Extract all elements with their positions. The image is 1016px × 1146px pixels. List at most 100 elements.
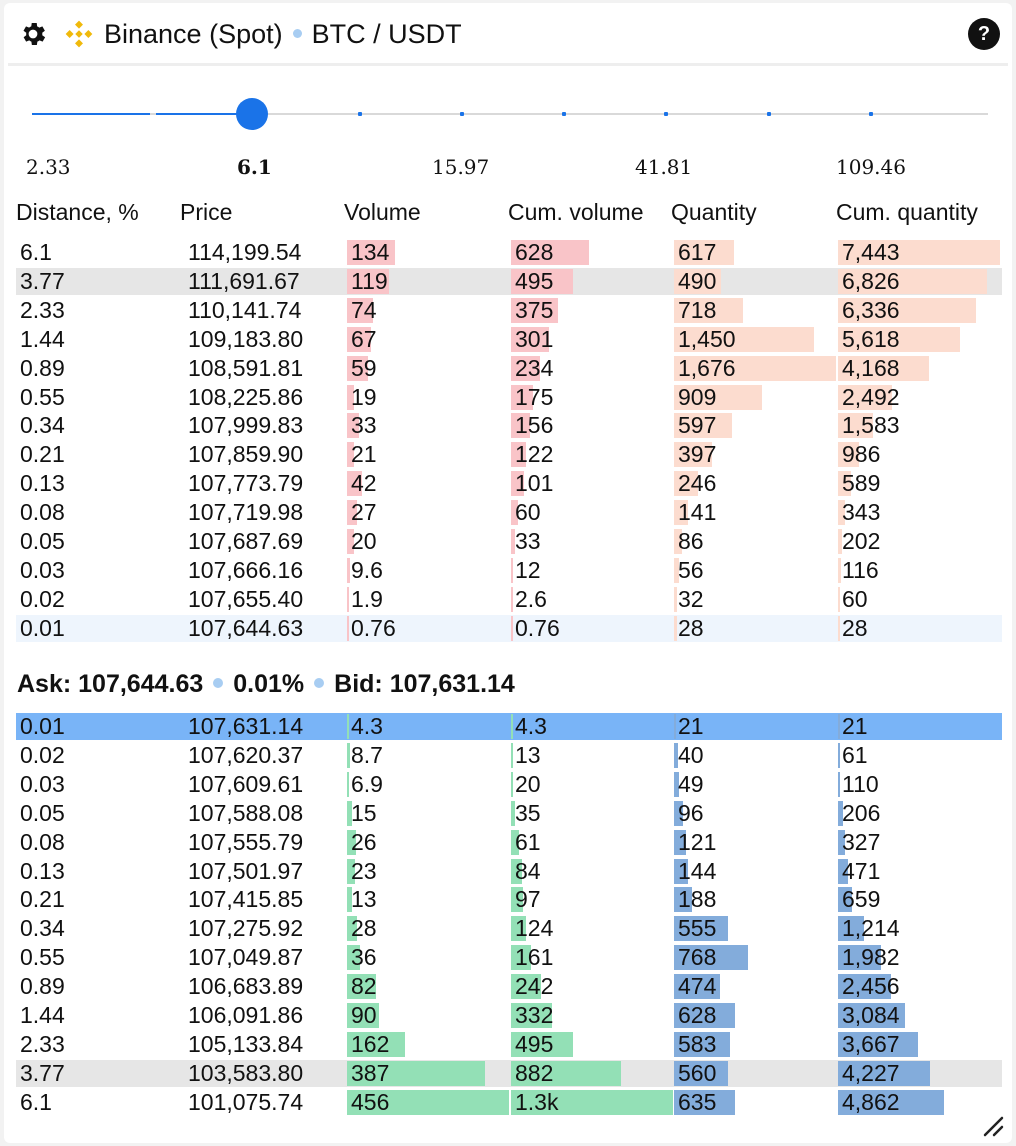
bid-row[interactable]: 0.89 106,683.89 82 242 474 2,456 (16, 973, 1002, 1000)
cell-value: 882 (515, 1059, 554, 1086)
bid-row[interactable]: 0.55 107,049.87 36 161 768 1,982 (16, 944, 1002, 971)
slider-thumb[interactable] (236, 98, 268, 130)
cell-value: 111,691.67 (188, 267, 300, 294)
cell-value: 144 (678, 857, 717, 884)
ask-row[interactable]: 6.1 114,199.54 134 628 617 7,443 (16, 239, 1002, 266)
cell-value: 8.7 (351, 741, 383, 768)
volume-bar (347, 615, 349, 641)
cell-value: 0.21 (20, 886, 65, 913)
cell-value: 96 (678, 799, 704, 826)
bid-row[interactable]: 0.13 107,501.97 23 84 144 471 (16, 858, 1002, 885)
cell-value: 28 (351, 915, 377, 942)
cell-value: 589 (842, 470, 881, 497)
volume-bar (511, 500, 519, 526)
slider-track-fill (32, 113, 150, 115)
quantity-bar (674, 384, 762, 410)
ask-row[interactable]: 1.44 109,183.80 67 301 1,450 5,618 (16, 326, 1002, 353)
ask-row[interactable]: 0.02 107,655.40 1.9 2.6 32 60 (16, 586, 1002, 613)
cell-value: 141 (678, 499, 717, 526)
cell-value: 107,644.63 (188, 614, 304, 641)
bid-row[interactable]: 0.08 107,555.79 26 61 121 327 (16, 829, 1002, 856)
quantity-bar (674, 858, 688, 884)
ask-row[interactable]: 0.89 108,591.81 59 234 1,676 4,168 (16, 355, 1002, 382)
cell-value: 628 (678, 1002, 717, 1028)
volume-bar (347, 1031, 405, 1057)
quantity-bar (674, 829, 686, 855)
help-icon[interactable]: ? (968, 18, 1000, 50)
cell-value: 107,687.69 (188, 528, 304, 554)
cell-value: 560 (678, 1059, 717, 1086)
quantity-bar (674, 771, 679, 797)
slider-tick (767, 112, 771, 116)
slider-tick (869, 112, 873, 116)
cell-value: 3,667 (842, 1030, 900, 1057)
quantity-bar (838, 800, 843, 826)
cell-value: 12 (515, 556, 541, 583)
slider-label[interactable]: 109.46 (836, 155, 906, 179)
volume-bar (347, 442, 355, 468)
trading-pair: BTC / USDT (311, 19, 462, 49)
volume-bar (347, 800, 353, 826)
quantity-bar (674, 413, 732, 439)
quantity-bar (838, 1060, 931, 1086)
col-header-cum-quantity: Cum. quantity (836, 199, 978, 225)
bid-row[interactable]: 1.44 106,091.86 90 332 628 3,084 (16, 1002, 1002, 1029)
quantity-bar (674, 471, 698, 497)
volume-bar (347, 887, 352, 913)
bid-row[interactable]: 6.1 101,075.74 456 1.3k 635 4,862 (16, 1089, 1002, 1116)
slider-label-selected[interactable]: 6.1 (237, 155, 272, 179)
gear-icon[interactable] (18, 19, 48, 49)
cell-value: 107,719.98 (188, 499, 304, 526)
resize-handle-icon[interactable] (982, 1115, 1004, 1137)
bid-row[interactable]: 0.01 107,631.14 4.3 4.3 21 21 (16, 713, 1002, 740)
bid-row[interactable]: 3.77 103,583.80 387 882 560 4,227 (16, 1059, 1002, 1087)
col-header-quantity: Quantity (671, 199, 757, 225)
cell-value: 61 (515, 828, 541, 855)
ask-row[interactable]: 0.05 107,687.69 20 33 86 202 (16, 528, 1002, 555)
cell-value: 156 (515, 412, 554, 439)
quantity-bar (674, 887, 693, 913)
quantity-bar (674, 268, 722, 294)
cell-value: 107,501.97 (188, 857, 304, 884)
ask-row[interactable]: 0.01 107,644.63 0.76 0.76 28 28 (16, 614, 1002, 642)
slider-track (32, 113, 988, 115)
bid-row[interactable]: 0.34 107,275.92 28 124 555 1,214 (16, 915, 1002, 942)
bid-row[interactable]: 2.33 105,133.84 162 495 583 3,667 (16, 1031, 1002, 1058)
volume-bar (347, 268, 390, 294)
slider-label[interactable]: 41.81 (635, 155, 693, 179)
distance-slider[interactable] (32, 98, 988, 138)
ask-row[interactable]: 0.21 107,859.90 21 122 397 986 (16, 441, 1002, 468)
volume-bar (347, 557, 351, 583)
ask-row[interactable]: 0.55 108,225.86 19 175 909 2,492 (16, 384, 1002, 411)
spread-percent: 0.01% (233, 670, 305, 698)
quantity-bar (838, 297, 976, 323)
volume-bar (511, 771, 514, 797)
ask-row[interactable]: 2.33 110,141.74 74 375 718 6,336 (16, 297, 1002, 324)
ask-row[interactable]: 0.03 107,666.16 9.6 12 56 116 (16, 557, 1002, 584)
ask-row[interactable]: 0.13 107,773.79 42 101 246 589 (16, 470, 1002, 497)
cell-value: 42 (351, 470, 377, 497)
bid-row[interactable]: 0.05 107,588.08 15 35 96 206 (16, 800, 1002, 827)
cell-value: 6,336 (842, 296, 900, 323)
ask-row[interactable]: 0.34 107,999.83 33 156 597 1,583 (16, 412, 1002, 439)
cell-value: 234 (515, 354, 554, 381)
cell-value: 9.6 (351, 556, 383, 583)
cell-value: 13 (515, 741, 541, 768)
slider-label[interactable]: 15.97 (432, 155, 490, 179)
cell-value: 0.02 (20, 741, 65, 768)
cell-value: 33 (351, 412, 377, 439)
cell-value: 1,982 (842, 944, 900, 971)
bid-row[interactable]: 0.03 107,609.61 6.9 20 49 110 (16, 771, 1002, 798)
cell-value: 107,275.92 (188, 915, 304, 942)
cell-value: 7,443 (842, 239, 900, 265)
slider-label[interactable]: 2.33 (26, 155, 71, 179)
cell-value: 161 (515, 944, 554, 971)
bid-row[interactable]: 0.02 107,620.37 8.7 13 40 61 (16, 742, 1002, 769)
bid-row[interactable]: 0.21 107,415.85 13 97 188 659 (16, 886, 1002, 913)
ask-row[interactable]: 3.77 111,691.67 119 495 490 6,826 (16, 267, 1002, 295)
ask-row[interactable]: 0.08 107,719.98 27 60 141 343 (16, 499, 1002, 526)
quantity-bar (674, 500, 688, 526)
cell-value: 32 (678, 585, 704, 612)
cell-value: 495 (515, 267, 554, 294)
volume-bar (347, 742, 351, 768)
